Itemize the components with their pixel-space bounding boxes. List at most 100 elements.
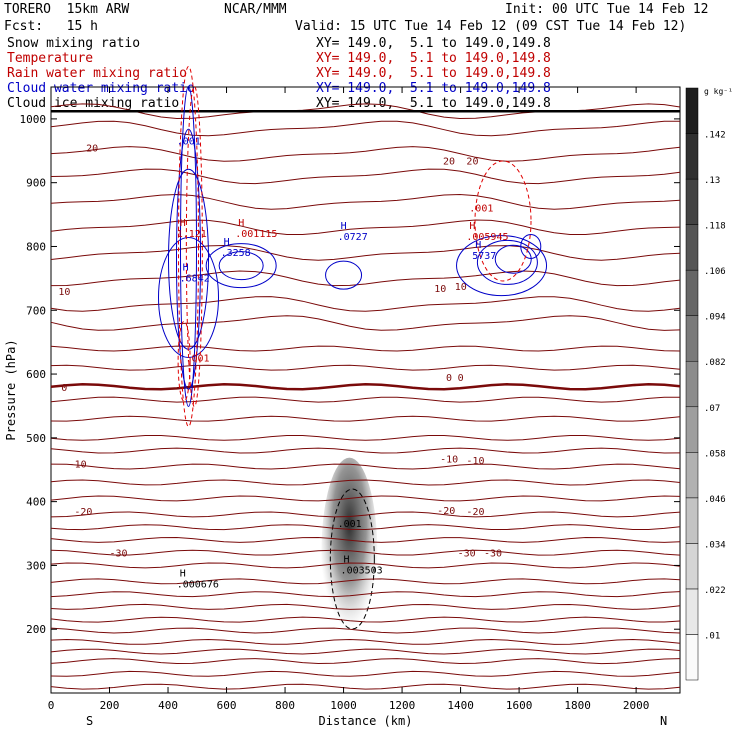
max-marker: H xyxy=(344,555,350,566)
colorbar-bin xyxy=(685,360,699,408)
temperature-contour-label: 10 xyxy=(434,284,446,295)
temperature-contour xyxy=(50,435,681,441)
temperature-contour xyxy=(50,193,681,210)
valid-time: Valid: 15 UTC Tue 14 Feb 12 (09 CST Tue … xyxy=(295,19,687,34)
field-label: Cloud water mixing ratio xyxy=(7,81,195,96)
colorbar-bin xyxy=(685,133,699,180)
y-tick-label: 700 xyxy=(26,304,46,317)
temperature-contour-label: -30 xyxy=(484,549,502,560)
temperature-contour xyxy=(50,244,681,261)
colorbar-tick-label: .118 xyxy=(704,222,726,232)
x-tick-label: 1800 xyxy=(564,699,591,712)
temperature-contour-label: 20 xyxy=(466,156,478,167)
temperature-contour xyxy=(50,120,680,137)
y-tick-label: 400 xyxy=(26,496,46,509)
temperature-contour-label: 10 xyxy=(58,287,70,298)
colorbar-bin xyxy=(685,224,699,271)
forecast-hour: Fcst: 15 h xyxy=(4,19,98,34)
temperature-contour xyxy=(50,638,681,645)
colorbar-tick-label: .07 xyxy=(704,404,720,414)
temperature-contour xyxy=(50,168,681,185)
y-tick-label: 1000 xyxy=(20,113,47,126)
max-value-label: 5737 xyxy=(472,251,496,262)
org-label: NCAR/MMM xyxy=(224,2,287,17)
colorbar-bin xyxy=(685,452,699,499)
temperature-contour xyxy=(50,627,681,634)
rain-water-contour xyxy=(474,160,532,282)
temperature-contour-label: -20 xyxy=(437,506,455,517)
max-value-label: .000676 xyxy=(177,580,219,591)
y-axis-title: Pressure (hPa) xyxy=(4,339,18,440)
field-xy-range: XY= 149.0, 5.1 to 149.0,149.8 xyxy=(316,66,551,81)
max-value-label: .001 xyxy=(186,353,210,364)
temperature-contour xyxy=(50,415,681,422)
max-marker: H xyxy=(238,218,244,229)
max-marker: H xyxy=(341,221,347,232)
x-tick-label: 0 xyxy=(48,699,55,712)
colorbar-bin xyxy=(685,588,699,635)
x-tick-label: 400 xyxy=(158,699,178,712)
temperature-contour-label: 0 xyxy=(446,373,452,384)
plot-frame xyxy=(50,86,681,694)
max-marker: H xyxy=(180,569,186,580)
temperature-contour xyxy=(50,549,681,556)
colorbar-bin xyxy=(685,634,699,681)
rain-water-contour xyxy=(178,65,200,427)
field-xy-range: XY= 149.0, 5.1 to 149.0,149.8 xyxy=(316,36,551,51)
temperature-contour xyxy=(50,146,681,162)
cloud-water-contour xyxy=(180,85,198,407)
max-value-label: 1.121 xyxy=(177,229,207,240)
max-marker: H xyxy=(475,240,481,251)
model-title: TORERO 15km ARW xyxy=(4,2,130,17)
temperature-contour-label: -20 xyxy=(466,507,484,518)
max-value-label: .6842 xyxy=(180,274,210,285)
max-value-label: .001 xyxy=(469,203,493,214)
max-value-label: .005945 xyxy=(466,232,508,243)
temperature-contour xyxy=(50,603,681,610)
max-value-label: .3258 xyxy=(221,248,251,259)
max-marker: H xyxy=(224,237,230,248)
field-xy-range: XY= 149.0, 5.1 to 149.0,149.8 xyxy=(316,96,551,111)
temperature-contour-label: -10 xyxy=(466,456,484,467)
temperature-contour xyxy=(50,495,681,502)
max-marker: H xyxy=(469,221,475,232)
temperature-contour xyxy=(50,591,681,598)
x-tick-label: 1600 xyxy=(506,699,533,712)
temperature-contour-label: 0 xyxy=(61,383,67,394)
colorbar-tick-label: .022 xyxy=(704,586,726,596)
temperature-contour-label: -10 xyxy=(69,459,87,470)
cloud-water-contour xyxy=(456,235,548,297)
colorbar-bin xyxy=(685,497,699,544)
cloud-water-contour xyxy=(325,260,363,290)
field-xy-range: XY= 149.0, 5.1 to 149.0,149.8 xyxy=(316,81,551,96)
north-label: N xyxy=(660,714,667,728)
colorbar-tick-label: .082 xyxy=(704,358,726,368)
temperature-contour xyxy=(50,648,681,655)
colorbar-bin xyxy=(685,269,699,316)
temperature-contour xyxy=(50,396,681,403)
temperature-contour xyxy=(50,670,681,677)
x-axis-title: Distance (km) xyxy=(319,714,413,728)
temperature-contour xyxy=(50,219,681,235)
temperature-contour xyxy=(50,578,681,585)
max-value-label: .0727 xyxy=(338,232,368,243)
cloud-water-contour xyxy=(205,243,277,289)
y-tick-label: 500 xyxy=(26,432,46,445)
colorbar-tick-label: .046 xyxy=(704,495,726,505)
temperature-contour xyxy=(50,364,681,371)
colorbar-unit: g kg⁻¹ xyxy=(704,87,733,96)
temperature-contour-label: -30 xyxy=(458,549,476,560)
temperature-contour xyxy=(50,524,681,531)
colorbar-tick-label: .106 xyxy=(704,267,726,277)
temperature-contour xyxy=(50,383,681,391)
snow-contour-001 xyxy=(329,488,375,630)
colorbar-bin xyxy=(685,87,699,134)
colorbar-bin xyxy=(685,543,699,590)
x-tick-label: 200 xyxy=(100,699,120,712)
max-marker: H xyxy=(183,263,189,274)
temperature-contour-label: 10 xyxy=(455,282,467,293)
temperature-contour xyxy=(50,479,681,486)
colorbar-bin xyxy=(685,315,699,362)
y-tick-label: 800 xyxy=(26,240,46,253)
